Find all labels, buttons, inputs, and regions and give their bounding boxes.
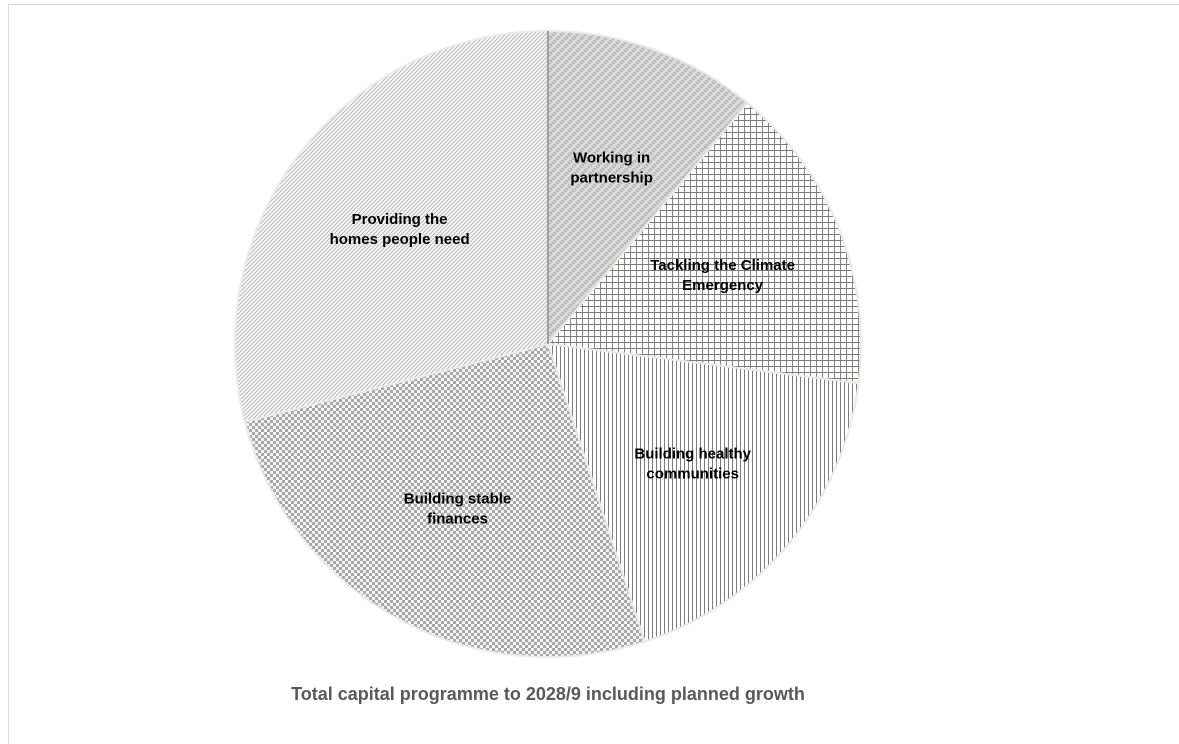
pie-slice-tackling-the-climate-emergency bbox=[546, 101, 862, 385]
slice-label: Building stable finances bbox=[404, 491, 512, 528]
slice-label: Building healthy communities bbox=[634, 446, 751, 483]
slice-label: Working in partnership bbox=[570, 149, 653, 186]
pie-slice-building-healthy-communities bbox=[546, 342, 860, 643]
slice-label: Tackling the Climate Emergency bbox=[650, 257, 795, 294]
pie-slice-providing-the-homes-people-need bbox=[234, 29, 549, 424]
pie-slice-working-in-partnership bbox=[547, 29, 749, 347]
chart-title: Total capital programme to 2028/9 includ… bbox=[291, 684, 805, 704]
slice-label: Providing the homes people need bbox=[330, 211, 470, 248]
pie-slice-building-stable-finances bbox=[243, 342, 646, 658]
